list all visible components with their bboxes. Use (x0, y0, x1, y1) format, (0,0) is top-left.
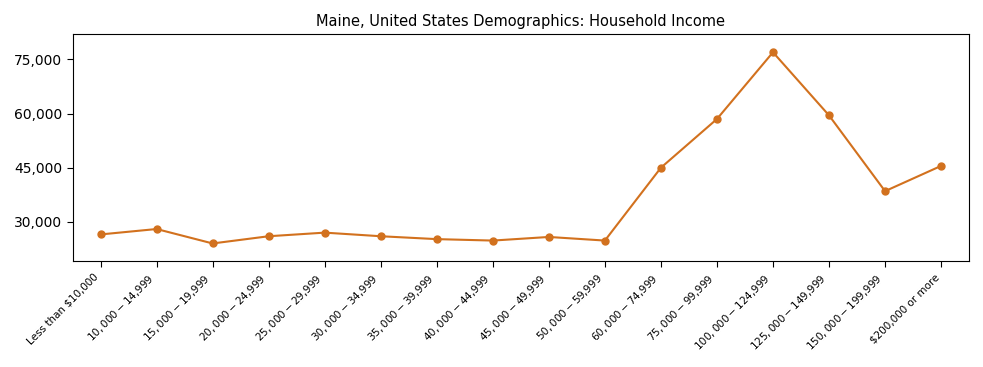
Title: Maine, United States Demographics: Household Income: Maine, United States Demographics: House… (317, 14, 725, 29)
